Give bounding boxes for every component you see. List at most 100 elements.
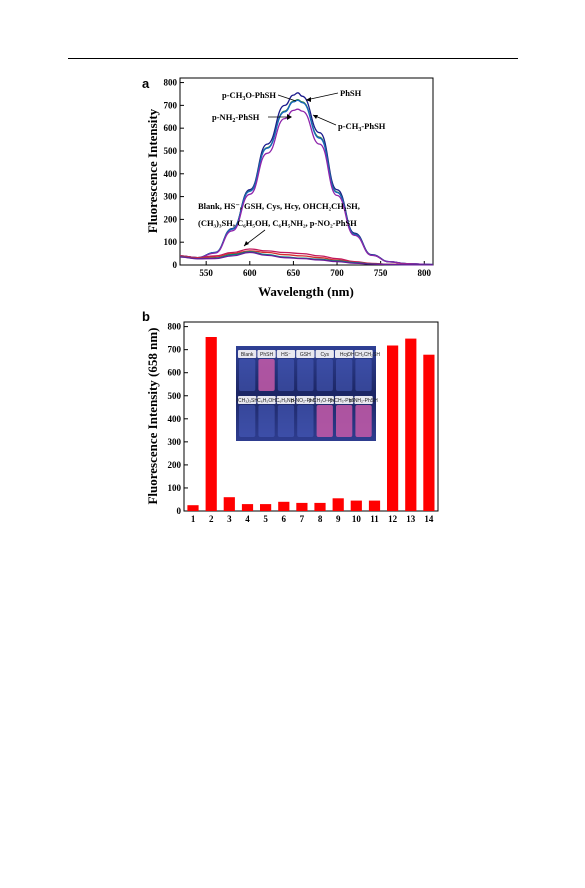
vial-cap <box>315 396 334 404</box>
chart-a: a 0 100 200 300 400 500 600 700 800 550 600 650 700 7… <box>142 76 434 299</box>
x-tick-label-b: 8 <box>318 514 323 524</box>
bar <box>241 504 254 511</box>
vial-label: HS⁻ <box>281 352 291 358</box>
bar <box>332 498 344 511</box>
x-tick-label-a: 800 <box>418 268 432 278</box>
vial-body <box>239 359 256 391</box>
bar <box>278 501 290 511</box>
x-tick-label-b: 14 <box>424 514 434 524</box>
series-line <box>179 251 433 266</box>
vial-body <box>297 405 314 437</box>
arrow-phsh <box>305 92 339 101</box>
vial-body <box>277 359 295 391</box>
y-tick-label-a: 800 <box>164 78 178 88</box>
vial-cap <box>257 350 276 358</box>
bar <box>205 337 217 511</box>
vial-body <box>355 359 372 391</box>
annotation-p-nh2-phsh: p-NH2-PhSH <box>212 112 260 124</box>
y-tick-label-b: 600 <box>168 368 182 378</box>
bar <box>368 500 381 511</box>
y-tick-label-a: 100 <box>164 237 178 247</box>
vial-cap <box>238 396 257 404</box>
annotation-blank-line-2: (CH₃)₃SH, C₆H₅OH, C₆H₅NH₂, p-NO₂-PhSH <box>198 218 357 228</box>
vial-body <box>277 405 295 437</box>
vial-label: Cys <box>320 352 329 358</box>
vials-bottom-row: (CH₃)₃SH C₆H₅OH C₆H₅NH₂p-NO₂-PhSHp-CH₃O-Ph… <box>236 396 378 437</box>
x-tick-label-b: 9 <box>336 514 341 524</box>
vial-label: p-CH₃-PhSH <box>330 398 359 404</box>
y-tick-label-a: 300 <box>164 192 178 202</box>
vial-body <box>316 405 333 437</box>
x-tick-label-b: 10 <box>352 514 362 524</box>
x-tick-label-b: 7 <box>300 514 305 524</box>
bar <box>405 338 417 511</box>
y-tick-label-a: 400 <box>164 169 178 179</box>
panel-a-label: a <box>142 76 150 91</box>
vial-cap <box>354 396 373 404</box>
x-tick-label-a: 600 <box>243 268 257 278</box>
y-tick-label-a: 500 <box>164 146 178 156</box>
y-tick-label-a: 700 <box>164 100 178 110</box>
vial-label: C₆H₅OH <box>257 398 276 404</box>
x-tick-label-b: 6 <box>282 514 287 524</box>
vial-body <box>355 405 372 437</box>
vial-cap <box>257 396 276 404</box>
vial-cap <box>335 396 354 404</box>
plot-b-bars <box>187 337 435 511</box>
arrowhead-p-nh2 <box>287 114 292 120</box>
plot-b-frame <box>183 321 439 512</box>
vial-label: Blank <box>241 352 254 358</box>
vial-label: C₆H₅NH₂ <box>276 398 296 404</box>
y-tick-label-b: 700 <box>168 345 182 355</box>
bar <box>223 497 235 511</box>
arrowhead-blank <box>244 241 249 246</box>
x-axis-label-a: Wavelength (nm) <box>258 284 354 299</box>
vial-label: (CH₃)₃SH <box>236 398 258 404</box>
y-tick-label-b: 500 <box>168 391 182 401</box>
annotation-p-ch3-phsh: p-CH3-PhSH <box>338 121 386 133</box>
y-axis-label-a: Fluorescence Intensity <box>145 108 160 233</box>
vial-body <box>336 405 353 437</box>
y-tick-label-a: 600 <box>164 123 178 133</box>
series-line <box>179 99 434 266</box>
header-rule <box>68 58 518 59</box>
vial-cap <box>276 396 296 404</box>
vial-cap <box>315 350 334 358</box>
y-tick-label-b: 100 <box>168 483 182 493</box>
x-tick-label-a: 550 <box>199 268 213 278</box>
x-tick-label-b: 11 <box>370 514 379 524</box>
y-tick-label-b: 0 <box>177 506 182 516</box>
x-tick-label-a: 650 <box>287 268 301 278</box>
y-tick-label-b: 200 <box>168 460 182 470</box>
y-tick-label-b: 400 <box>168 414 182 424</box>
bar <box>314 502 326 511</box>
bar <box>423 354 435 511</box>
plot-a-frame <box>179 77 434 266</box>
arrowhead-p-ch3 <box>313 115 318 119</box>
vial-cap <box>296 350 315 358</box>
vial-cap <box>238 350 257 358</box>
y-tick-label-b: 800 <box>168 322 182 332</box>
bar <box>387 345 399 511</box>
vial-label: GSH <box>300 352 311 358</box>
x-tick-label-b: 3 <box>227 514 232 524</box>
x-tick-label-a: 700 <box>330 268 344 278</box>
vial-body <box>297 359 314 391</box>
panel-b-label: b <box>142 309 150 324</box>
plot-a-series <box>179 92 434 266</box>
vial-label: p-NH₂-PhSH <box>349 398 378 404</box>
x-tick-label-b: 5 <box>263 514 268 524</box>
y-tick-label-b: 300 <box>168 437 182 447</box>
vial-body <box>258 359 275 391</box>
vial-label: p-CH₃O-PhSH <box>309 398 342 404</box>
vial-body <box>258 405 275 437</box>
plot-a-ticks: 0 100 200 300 400 500 600 700 800 550 600 650 700 750… <box>164 78 432 278</box>
annotation-blank-line-1: Blank, HS⁻, GSH, Cys, Hcy, OHCH₂CH₂SH, <box>198 201 360 211</box>
vial-label: OHCH₂CH₂SH <box>347 352 380 358</box>
series-line <box>179 99 434 266</box>
vial-label: PhSH <box>260 352 273 358</box>
